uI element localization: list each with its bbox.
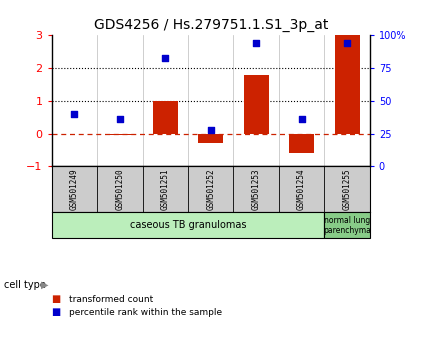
Bar (335, 35, 359, 133)
Text: transformed count: transformed count (69, 295, 153, 304)
Text: GSM501250: GSM501250 (115, 169, 124, 210)
Text: GSM501249: GSM501249 (70, 169, 79, 210)
Point (207, 127, 214, 133)
Point (71, 111, 78, 117)
Text: ■: ■ (52, 294, 61, 304)
Bar (153, 101, 178, 133)
Text: ▶: ▶ (41, 280, 48, 290)
Text: GSM501254: GSM501254 (297, 169, 306, 210)
Point (117, 116, 123, 122)
Bar (324, 212, 370, 238)
Title: GDS4256 / Hs.279751.1.S1_3p_at: GDS4256 / Hs.279751.1.S1_3p_at (93, 18, 328, 32)
Bar (244, 75, 269, 133)
Text: cell type: cell type (4, 280, 46, 290)
Point (162, 56, 169, 61)
Point (253, 40, 260, 45)
Text: GSM501252: GSM501252 (206, 169, 215, 210)
Text: caseous TB granulomas: caseous TB granulomas (130, 220, 246, 230)
Bar (289, 133, 314, 153)
Text: GSM501253: GSM501253 (252, 169, 261, 210)
Bar (52, 212, 324, 238)
Bar (198, 133, 223, 143)
Text: GSM501251: GSM501251 (161, 169, 170, 210)
Text: GSM501255: GSM501255 (343, 169, 352, 210)
Text: percentile rank within the sample: percentile rank within the sample (69, 308, 222, 317)
Text: ■: ■ (52, 307, 61, 317)
Bar (108, 133, 132, 135)
Text: normal lung
parenchyma: normal lung parenchyma (323, 216, 371, 235)
Point (298, 116, 305, 122)
Point (344, 40, 350, 45)
